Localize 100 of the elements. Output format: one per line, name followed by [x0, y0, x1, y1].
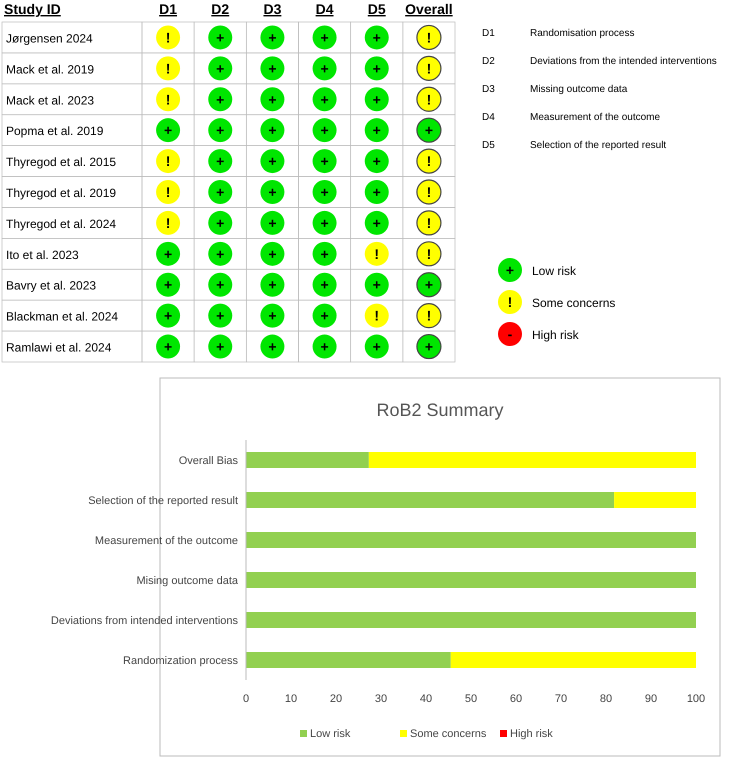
text: + — [164, 308, 172, 324]
text: Measurement of the outcome — [530, 112, 661, 123]
y-axis-title: Study ID — [4, 1, 61, 17]
x-tick-label: 20 — [330, 693, 342, 705]
y-tick-label: Ramlawi et al. 2024 — [6, 340, 112, 355]
text: + — [268, 29, 277, 46]
text: + — [268, 246, 277, 262]
text: ! — [374, 246, 380, 262]
y-tick-label: Measurement of the outcome — [94, 535, 238, 547]
text: + — [320, 122, 329, 138]
text: + — [216, 184, 224, 200]
text: Selection of the reported result — [530, 140, 666, 151]
text: + — [216, 338, 224, 355]
y-tick-label: Mack et al. 2019 — [6, 62, 94, 76]
legend-label: High risk — [510, 728, 554, 740]
text: D1 — [482, 28, 496, 39]
text: Low risk — [532, 264, 578, 278]
text: ! — [426, 184, 432, 200]
text: + — [216, 29, 224, 46]
x-tick-label: 10 — [284, 693, 298, 705]
x-tick-label: 60 — [510, 693, 522, 705]
text: + — [268, 153, 277, 170]
x-tick-label: 40 — [420, 693, 432, 705]
text: + — [268, 91, 277, 108]
text: ! — [426, 29, 432, 46]
text: + — [268, 276, 277, 293]
text: + — [424, 276, 434, 293]
text: + — [216, 60, 224, 76]
text: + — [372, 29, 381, 46]
x-tick-label: 100 — [686, 693, 706, 705]
text: + — [216, 153, 224, 170]
text: ! — [166, 91, 170, 108]
text: + — [424, 122, 434, 138]
text: - — [508, 326, 513, 342]
text: + — [320, 246, 329, 262]
text: ! — [426, 60, 432, 76]
y-tick-label: Thyregod et al. 2024 — [6, 216, 116, 231]
text: D5 — [482, 140, 496, 151]
legend-label: Low risk — [310, 728, 351, 740]
y-tick-label: Deviations from intended interventions — [50, 615, 238, 627]
text: + — [372, 153, 381, 170]
text: + — [320, 60, 329, 76]
text: D4 — [482, 112, 496, 123]
text: Missing outcome data — [530, 84, 628, 95]
text: + — [216, 214, 224, 231]
bar — [450, 652, 696, 668]
y-tick-label: Ito et al. 2023 — [6, 248, 80, 262]
text: ! — [374, 308, 380, 324]
text: + — [320, 184, 329, 200]
text: Some concerns — [532, 296, 616, 310]
text: + — [372, 214, 381, 231]
x-tick-label: 80 — [600, 693, 612, 705]
bar — [246, 612, 696, 628]
text: + — [372, 122, 381, 138]
text: + — [506, 262, 514, 278]
text: ! — [166, 60, 170, 76]
y-tick-label: Thyregod et al. 2019 — [6, 186, 116, 200]
text: + — [164, 276, 172, 293]
text: + — [372, 276, 381, 293]
x-tick-label: 90 — [644, 693, 658, 705]
text: + — [268, 308, 277, 324]
text: + — [320, 276, 329, 293]
text: D3 — [482, 84, 496, 95]
x-tick-label: D4 — [316, 1, 334, 17]
text: ! — [426, 308, 432, 324]
text: ! — [508, 294, 512, 310]
text: + — [320, 308, 329, 324]
bar — [246, 532, 696, 548]
text: + — [424, 338, 434, 355]
text: + — [268, 338, 277, 355]
bar — [368, 452, 696, 468]
text: + — [320, 91, 329, 108]
y-tick-label: Popma et al. 2019 — [6, 124, 104, 138]
text: + — [320, 29, 329, 46]
text: + — [216, 246, 224, 262]
x-tick-label: Overall — [405, 1, 453, 17]
text: + — [320, 338, 329, 355]
text: + — [164, 338, 172, 355]
text: + — [216, 276, 224, 293]
x-tick-label: 0 — [242, 693, 250, 705]
text: + — [216, 91, 224, 108]
y-tick-label: Jørgensen 2024 — [6, 31, 94, 46]
text: ! — [166, 153, 170, 170]
x-tick-label: D2 — [211, 1, 230, 17]
text: + — [372, 91, 381, 108]
text: ! — [166, 29, 170, 46]
text: + — [164, 246, 172, 262]
x-tick-label: 50 — [464, 693, 478, 705]
bar — [246, 452, 369, 468]
text: + — [372, 184, 381, 200]
y-tick-label: Mack et al. 2023 — [6, 93, 94, 108]
y-tick-label: Blackman et al. 2024 — [6, 310, 118, 324]
bar — [246, 492, 614, 508]
text: ! — [166, 214, 170, 231]
text: + — [268, 184, 277, 200]
x-tick-label: D3 — [263, 1, 282, 17]
text: + — [268, 60, 277, 76]
text: High risk — [532, 328, 580, 342]
bar — [246, 572, 696, 588]
y-tick-label: Bavry et al. 2023 — [6, 278, 96, 293]
